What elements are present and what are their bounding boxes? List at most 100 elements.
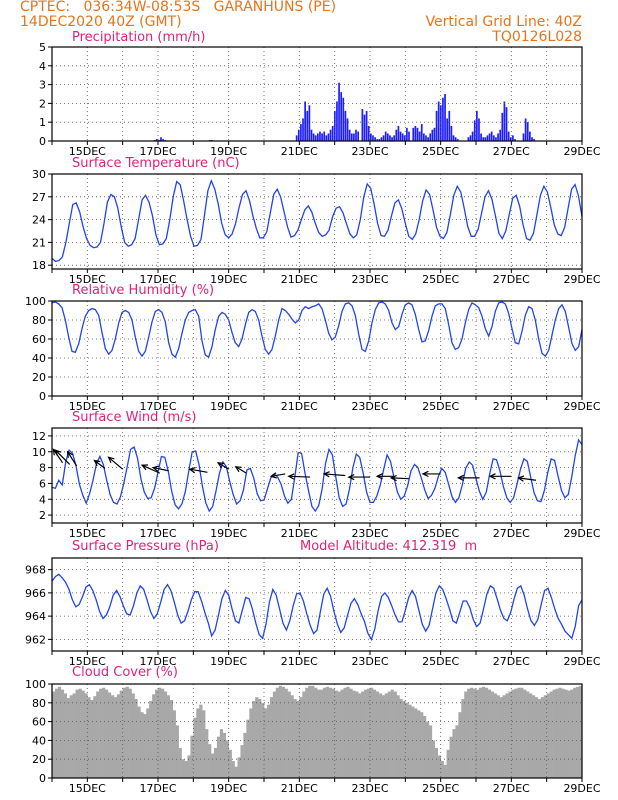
cloud-bar [423, 715, 427, 778]
cloud-bar [346, 686, 350, 778]
cloud-bar [337, 691, 341, 778]
cloud-bar [281, 686, 285, 778]
cloud-ytick-label: 20 [32, 753, 46, 766]
cloud-bar [54, 688, 59, 778]
temp-xtick-label: 25DEC [422, 273, 459, 286]
cloud-bar [213, 747, 218, 778]
pressure-ytick-label: 966 [25, 587, 46, 600]
precip-bar [302, 118, 304, 141]
rh-ytick-label: 40 [32, 352, 46, 365]
precip-bar [372, 135, 374, 141]
precip-bar [340, 92, 343, 141]
cloud-bar [84, 693, 88, 778]
cloud-bar [317, 689, 321, 778]
cloud-bar [372, 689, 377, 778]
precip-bar [319, 131, 321, 141]
wind-vector-shaft [152, 466, 169, 472]
pressure-xtick-label: 19DEC [210, 655, 247, 668]
wind-vector-shaft [288, 475, 310, 478]
cloud-bar [325, 686, 330, 778]
cloud-bar [487, 689, 492, 778]
cloud-bar [558, 687, 562, 778]
cloud-bar [390, 689, 394, 778]
precip-bar [162, 139, 164, 141]
cloud-bar [420, 712, 424, 778]
cloud-bar [508, 691, 512, 778]
precip-ytick-label: 1 [39, 116, 46, 129]
precip-bar [416, 127, 419, 141]
wind-vector-shaft [108, 456, 124, 470]
cloud-bar [284, 688, 288, 778]
cloud-frame [51, 683, 583, 779]
cloud-bar [496, 695, 500, 778]
cloud-bar [549, 691, 553, 778]
cloud-bar [246, 719, 250, 778]
cloud-bar [160, 688, 165, 778]
precip-bar [429, 133, 432, 141]
wind-vector-shaft [217, 462, 229, 470]
wind-ytick-label: 10 [32, 446, 46, 459]
wind-xtick-label: 19DEC [210, 527, 247, 540]
cloud-bar [272, 691, 277, 778]
precip-bar [395, 129, 398, 141]
cloud-bar [505, 693, 509, 778]
wind-vector-head [107, 456, 115, 464]
precip-bar [497, 133, 499, 141]
precip-bar [391, 137, 393, 141]
cloud-bar [361, 691, 365, 778]
rh-xtick-label: 19DEC [210, 400, 247, 413]
cloud-bar [490, 691, 494, 778]
precip-bar [338, 82, 340, 141]
wind-frame [51, 427, 583, 524]
wind-vector-head [93, 459, 101, 467]
cloud-bar [573, 687, 577, 778]
pressure-frame [51, 557, 583, 652]
cloud-bar [478, 687, 483, 778]
precip-bar [514, 139, 516, 141]
precip-bar [499, 129, 502, 141]
precip-bar [336, 101, 338, 141]
cloud-bar [378, 693, 383, 778]
precip-bar [412, 127, 415, 141]
cloud-bar [520, 687, 524, 778]
rh-frame [51, 300, 583, 397]
precip-bar [454, 137, 457, 141]
precip-bar [531, 137, 533, 141]
cloud-bar [561, 688, 565, 778]
cloud-bar [75, 689, 79, 778]
cloud-bar [384, 693, 388, 778]
header-grid-line: Vertical Grid Line: 40Z [425, 14, 582, 30]
wind-vector-head [488, 473, 496, 480]
cloud-bar [411, 706, 415, 778]
cloud-bar [499, 697, 503, 778]
cloud-bar [93, 696, 97, 778]
cloud-bar [87, 697, 91, 778]
cloud-bar [564, 689, 568, 778]
cloud-bar [166, 695, 171, 778]
cloud-xtick-label: 15DEC [69, 782, 106, 795]
cloud-ytick-label: 60 [32, 716, 46, 729]
temp-xtick-label: 21DEC [281, 273, 318, 286]
precip-ytick-label: 3 [39, 79, 46, 92]
cloud-bar [440, 761, 444, 778]
precip-bar [306, 110, 309, 141]
precip-bar [427, 137, 429, 141]
precip-bar [446, 118, 449, 141]
cloud-bar [546, 693, 550, 778]
precip-bar [505, 107, 508, 141]
cloud-bar [470, 687, 474, 778]
cloud-bar [319, 689, 324, 778]
cloud-bar [113, 697, 118, 778]
cloud-bar [116, 694, 121, 778]
cloud-bar [155, 689, 159, 778]
cloud-xtick-label: 19DEC [210, 782, 247, 795]
precip-bar [378, 139, 381, 141]
precip-bar [331, 125, 334, 141]
wind-series-line [51, 438, 583, 513]
precip-bar [353, 133, 355, 141]
cloud-bar [452, 729, 456, 778]
cloud-bar [331, 688, 335, 778]
precip-bar [423, 133, 425, 141]
cloud-bar [529, 693, 533, 778]
wind-vector-head [456, 474, 464, 482]
